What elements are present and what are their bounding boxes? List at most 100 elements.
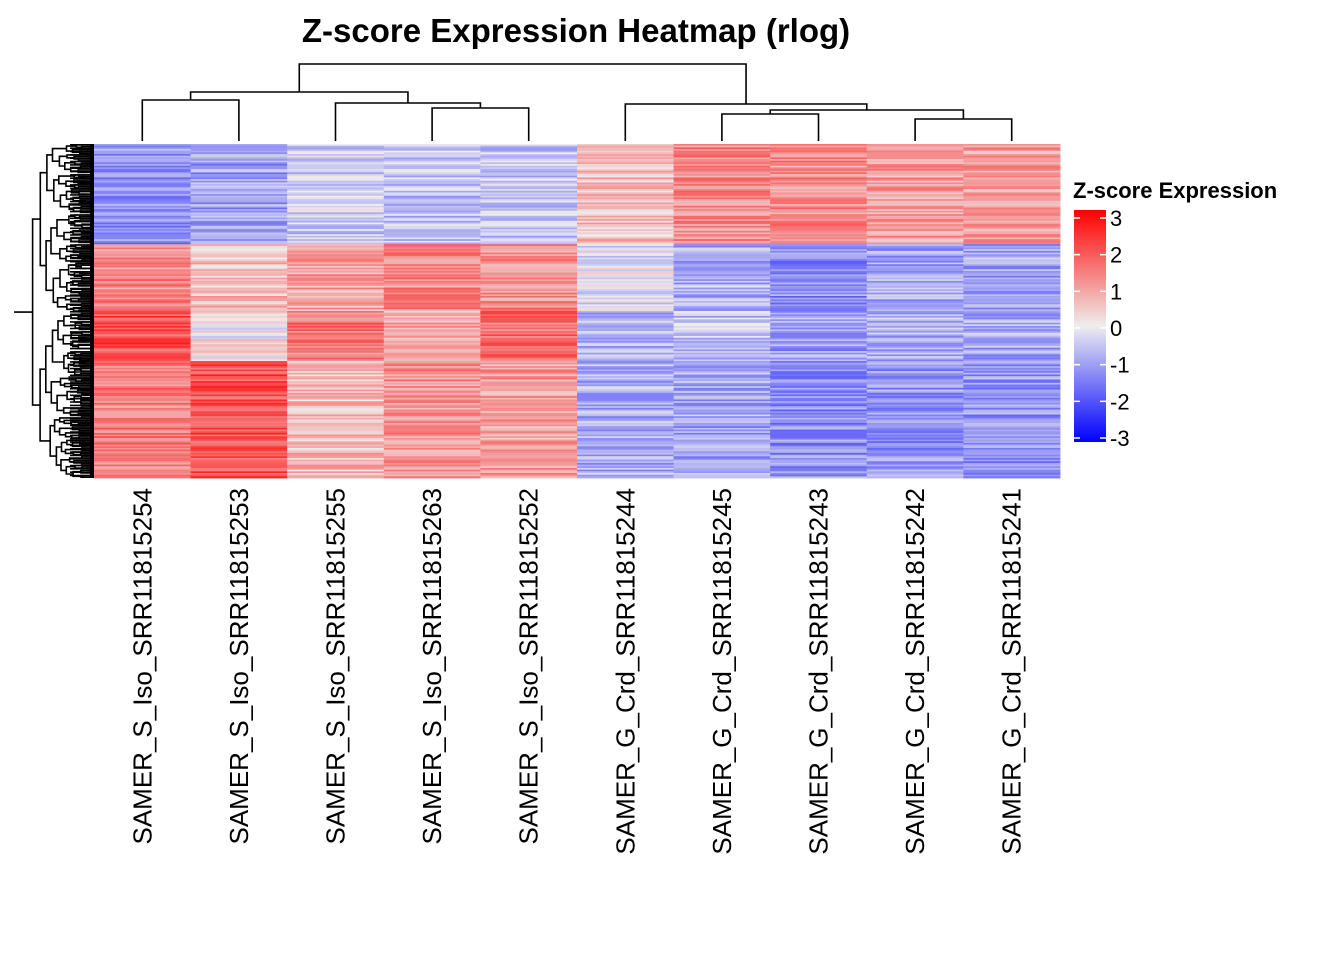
heatmap-cell	[866, 342, 964, 345]
heatmap-cell	[770, 452, 868, 456]
heatmap-cell	[287, 364, 385, 367]
heatmap-cell	[94, 409, 191, 412]
heatmap-cell	[190, 165, 288, 168]
heatmap-cell	[190, 275, 288, 278]
heatmap-cell	[383, 237, 481, 240]
heatmap-cell	[94, 300, 191, 304]
heatmap-cell	[673, 170, 771, 173]
heatmap-cell	[383, 331, 481, 334]
heatmap-cell	[770, 346, 868, 349]
heatmap-cell	[94, 407, 191, 410]
heatmap-cell	[770, 194, 868, 197]
heatmap-cell	[480, 412, 578, 415]
heatmap-cell	[190, 429, 288, 432]
heatmap-cell	[94, 267, 191, 270]
heatmap-cell	[287, 316, 385, 319]
heatmap-cell	[190, 259, 288, 262]
heatmap-cell	[963, 267, 1061, 270]
heatmap-cell	[190, 229, 288, 232]
heatmap-cell	[383, 391, 481, 394]
heatmap-cell	[577, 174, 674, 177]
heatmap-cell	[480, 396, 578, 399]
heatmap-cell	[866, 155, 964, 158]
heatmap-cell	[94, 214, 191, 217]
heatmap-cell	[190, 436, 288, 439]
heatmap-cell	[383, 476, 481, 479]
heatmap-cell	[577, 214, 674, 217]
heatmap-cell	[770, 471, 868, 474]
heatmap-cell	[480, 259, 578, 262]
dendrogram-link	[67, 352, 75, 359]
heatmap-cell	[577, 225, 674, 228]
dendrogram-link	[80, 394, 86, 399]
heatmap-cell	[770, 377, 868, 380]
heatmap-cell	[480, 247, 578, 250]
heatmap-cell	[190, 322, 288, 325]
heatmap-cell	[577, 354, 674, 357]
heatmap-cell	[383, 307, 481, 310]
dendrogram-link	[69, 410, 79, 416]
heatmap-cell	[770, 149, 868, 152]
heatmap-cell	[287, 289, 385, 292]
heatmap-cell	[383, 162, 481, 165]
heatmap-cell	[673, 300, 771, 304]
heatmap-cell	[866, 284, 964, 287]
heatmap-cell	[963, 344, 1061, 347]
heatmap-cell	[480, 332, 578, 335]
heatmap-cell	[866, 367, 964, 370]
heatmap-cell	[383, 164, 481, 167]
heatmap-cell	[94, 377, 191, 380]
heatmap-cell	[383, 312, 481, 315]
heatmap-cell	[94, 421, 191, 424]
heatmap-cell	[383, 245, 481, 248]
heatmap-cell	[190, 387, 288, 390]
heatmap-cell	[866, 177, 964, 180]
heatmap-cell	[866, 476, 964, 479]
heatmap-cell	[383, 275, 481, 278]
heatmap-cell	[480, 346, 578, 349]
heatmap-cell	[673, 426, 771, 429]
heatmap-cell	[94, 367, 191, 370]
heatmap-cell	[673, 442, 771, 445]
heatmap-cell	[770, 327, 868, 330]
heatmap-cell	[673, 219, 771, 222]
heatmap-cell	[190, 160, 288, 163]
heatmap-cell	[480, 302, 578, 305]
heatmap-cell	[577, 381, 674, 384]
heatmap-cell	[383, 417, 481, 420]
heatmap-cell	[480, 327, 578, 330]
heatmap-cell	[963, 147, 1061, 150]
heatmap-cell	[963, 285, 1061, 289]
heatmap-cell	[287, 187, 385, 190]
heatmap-cell	[577, 409, 674, 412]
heatmap-cell	[577, 237, 674, 240]
heatmap-cell	[287, 352, 385, 355]
heatmap-cell	[383, 300, 481, 304]
heatmap-cell	[94, 169, 191, 172]
heatmap-cell	[577, 379, 674, 382]
heatmap-cell	[480, 149, 578, 152]
heatmap-cell	[963, 367, 1061, 370]
heatmap-cell	[577, 439, 674, 442]
heatmap-cell	[383, 269, 481, 272]
heatmap-cell	[287, 374, 385, 377]
heatmap-cell	[480, 469, 578, 472]
dendrogram-link	[77, 422, 86, 427]
dendrogram-link	[71, 340, 79, 348]
heatmap-cell	[287, 377, 385, 380]
heatmap-cell	[287, 411, 385, 414]
dendrogram-link	[78, 326, 86, 331]
heatmap-cell	[94, 212, 191, 215]
heatmap-cell	[190, 214, 288, 217]
heatmap-cell	[963, 312, 1061, 315]
heatmap-cell	[963, 342, 1061, 345]
heatmap-cell	[770, 372, 868, 375]
heatmap-cell	[866, 289, 964, 292]
heatmap-cell	[480, 160, 578, 163]
heatmap-cell	[866, 299, 964, 302]
heatmap-cell	[480, 324, 578, 327]
heatmap-cell	[480, 159, 578, 162]
heatmap-cell	[287, 426, 385, 429]
dendrogram-link	[64, 295, 82, 301]
heatmap-cell	[866, 416, 964, 419]
